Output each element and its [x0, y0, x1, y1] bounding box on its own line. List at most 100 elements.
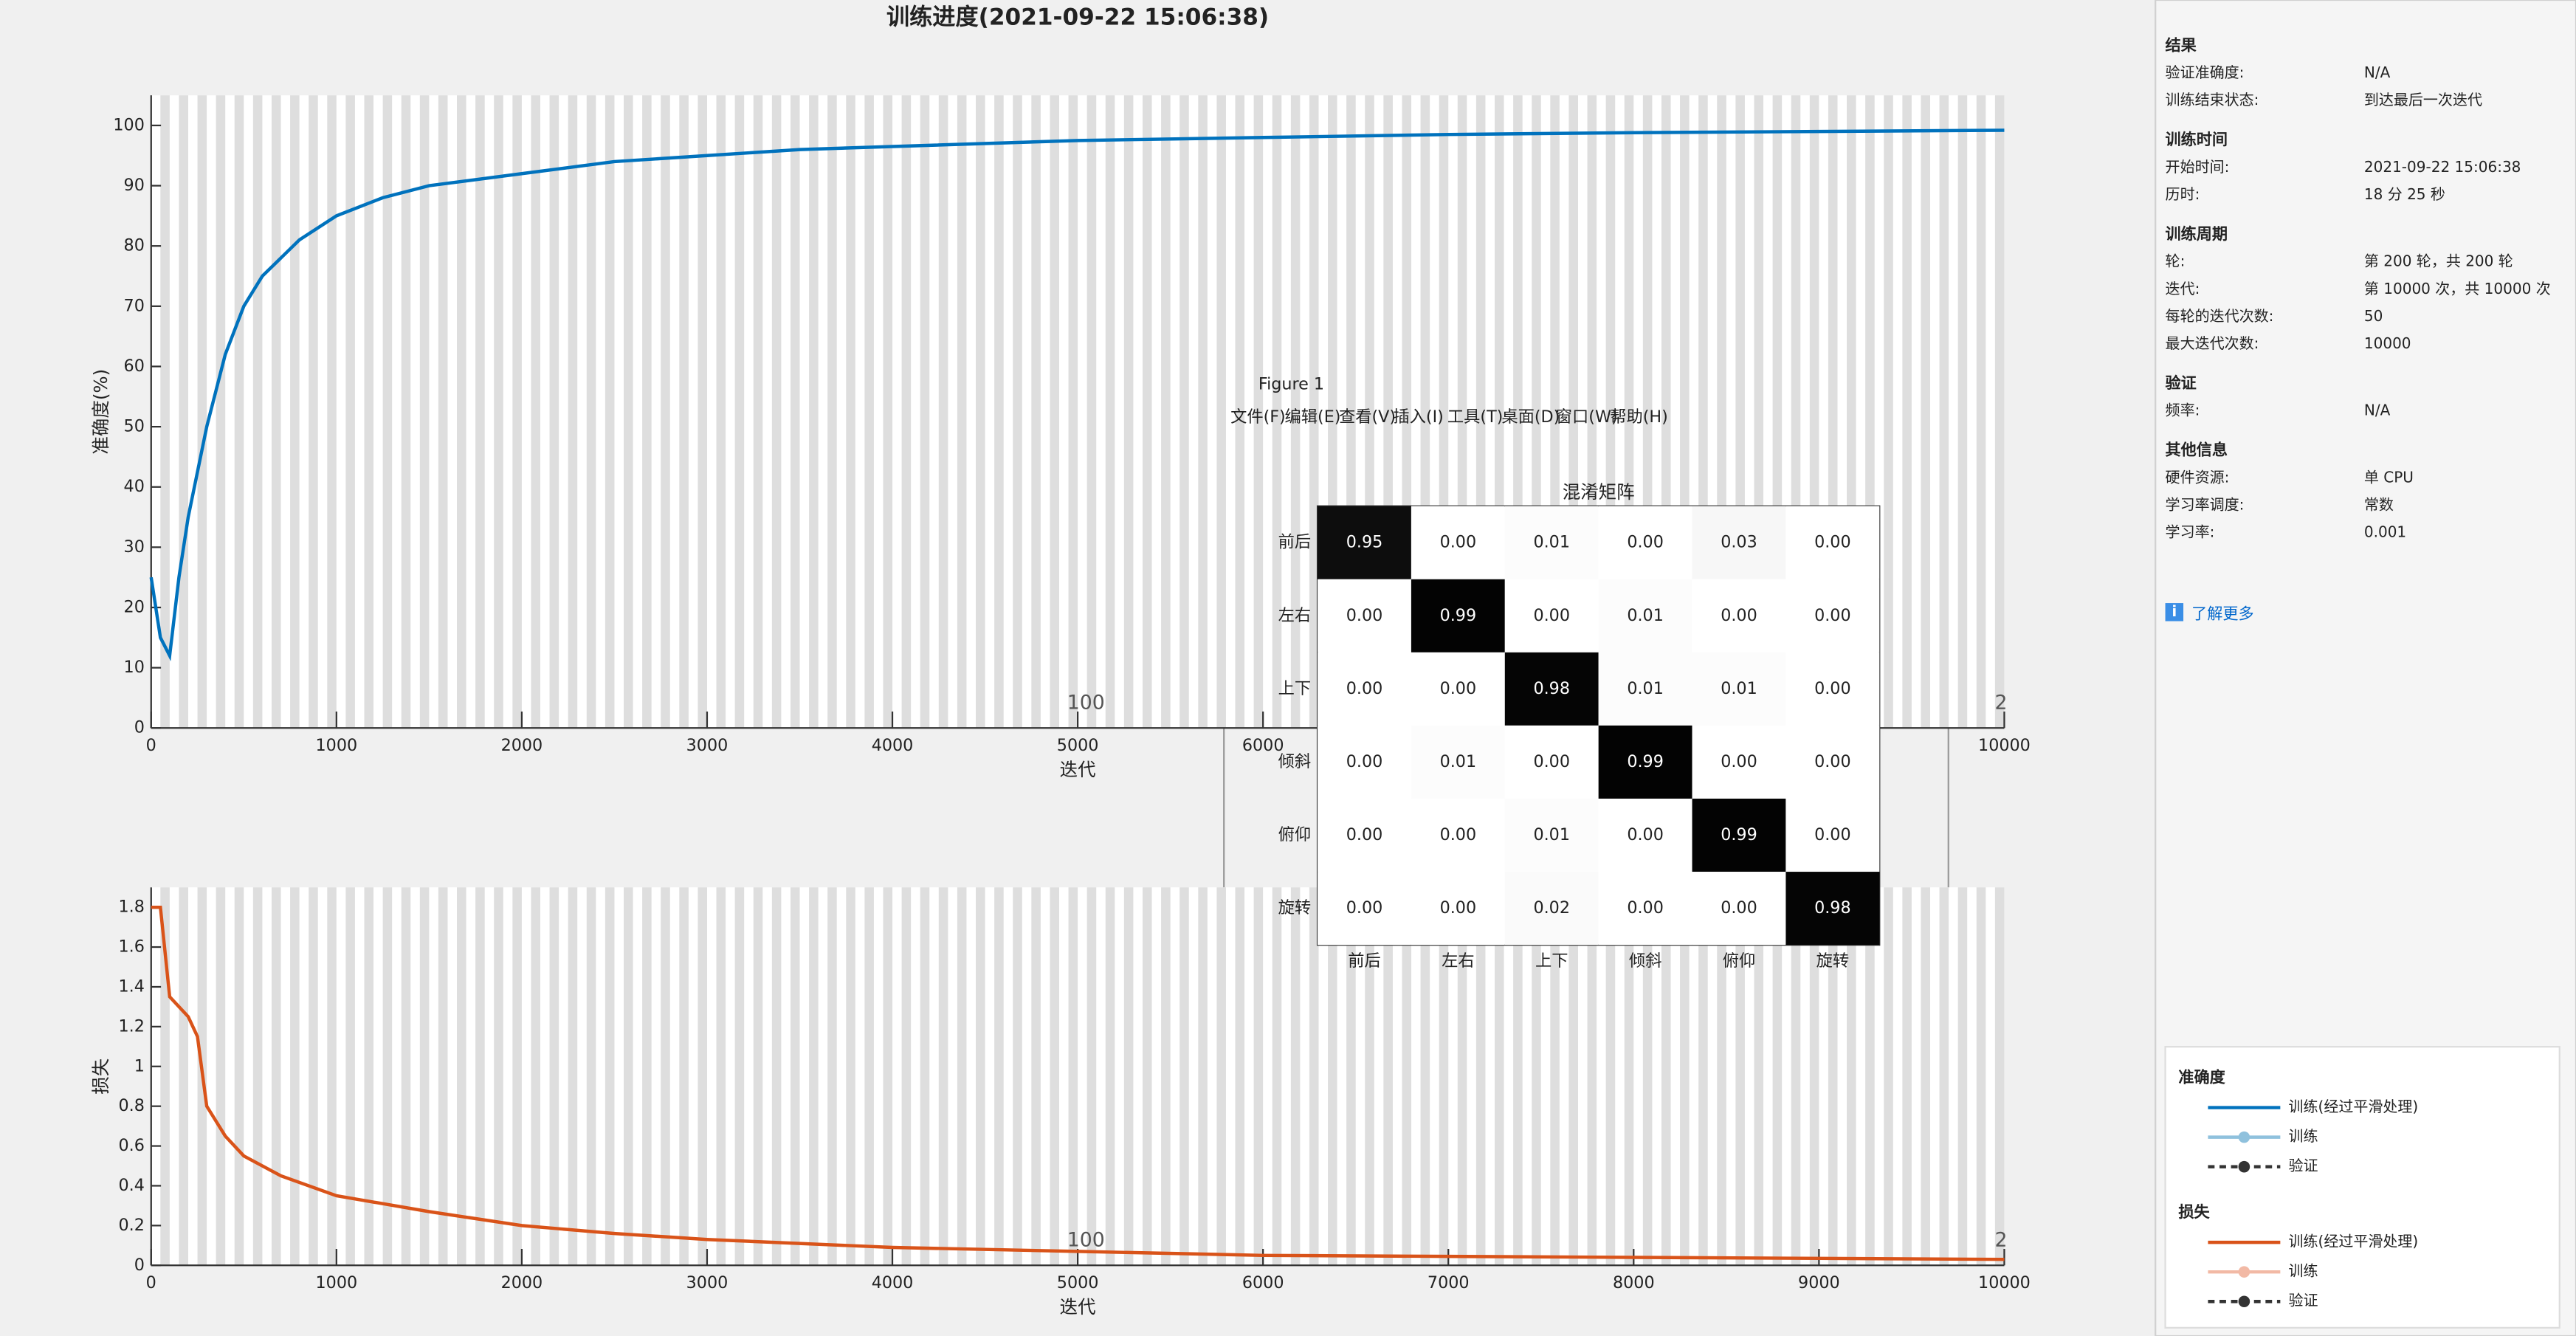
info-value: 常数 [2364, 496, 2394, 514]
menu-item[interactable]: 插入(I) [1393, 407, 1443, 427]
epoch-band [1346, 887, 1356, 1266]
epoch-band [1495, 887, 1504, 1266]
matrix-cell [1318, 872, 1411, 946]
cell-label: 0.98 [1814, 898, 1851, 917]
y-tick-label: 0.2 [118, 1216, 144, 1235]
matrix-cell [1318, 725, 1411, 799]
y-tick-label: 40 [124, 477, 145, 496]
epoch-band [1809, 887, 1819, 1266]
y-tick-label: 100 [113, 115, 144, 134]
x-tick-label: 3000 [686, 736, 729, 755]
col-label: 上下 [1535, 951, 1568, 971]
learn-more-link[interactable]: 了解更多 [2191, 605, 2254, 623]
cell-label: 0.99 [1721, 825, 1757, 844]
y-tick-label: 10 [124, 658, 145, 677]
epoch-band [1902, 887, 1912, 1266]
epoch-band [1475, 887, 1486, 1266]
cell-label: 0.01 [1533, 533, 1570, 552]
y-axis-label: 损失 [90, 1058, 111, 1095]
col-label: 左右 [1442, 951, 1474, 971]
col-label: 俯仰 [1723, 951, 1755, 971]
epoch-band [790, 887, 800, 1266]
cell-label: 0.00 [1814, 752, 1851, 771]
epoch-band [216, 887, 226, 1266]
epoch-band [549, 95, 559, 729]
epoch-band [1309, 95, 1319, 729]
epoch-band [920, 887, 930, 1266]
epoch-band [1050, 887, 1059, 1266]
window-title: Figure 1 [1258, 374, 1324, 393]
row-label: 旋转 [1278, 898, 1311, 917]
cell-label: 0.00 [1627, 533, 1664, 552]
x-tick-label: 8000 [1613, 1273, 1655, 1292]
x-tick-label: 7000 [1428, 1273, 1470, 1292]
y-tick-label: 1.8 [118, 898, 144, 917]
info-value: N/A [2364, 63, 2391, 81]
epoch-band [364, 887, 374, 1266]
epoch-band [1884, 95, 1893, 729]
info-value: 第 10000 次，共 10000 次 [2364, 280, 2551, 297]
matrix-cell [1504, 652, 1599, 726]
epoch-band [846, 95, 855, 729]
smoothed-line [149, 128, 2005, 661]
epoch-band [1587, 887, 1597, 1266]
matrix-cell [1598, 579, 1692, 652]
x-tick-label: 3000 [686, 1273, 729, 1292]
epoch-band [1031, 95, 1041, 729]
epoch-band [698, 95, 707, 729]
col-label: 前后 [1348, 951, 1380, 971]
epoch-band [1439, 887, 1449, 1266]
epoch-band [179, 95, 188, 729]
smoothed-line [151, 905, 2005, 1261]
x-tick-label: 10000 [1978, 1273, 2031, 1292]
matrix-cell [1785, 506, 1880, 579]
menu-item[interactable]: 编辑(E) [1285, 407, 1341, 427]
epoch-band [1939, 887, 1949, 1266]
info-label: 训练结束状态: [2166, 91, 2259, 109]
info-label: 历时: [2166, 185, 2200, 203]
menu-item[interactable]: 窗口(W) [1556, 407, 1618, 427]
legend-label: 训练(经过平滑处理) [2288, 1098, 2418, 1115]
epoch-band [1179, 887, 1189, 1266]
epoch-band [475, 95, 485, 729]
matrix-cell [1785, 872, 1880, 946]
y-tick-label: 20 [124, 597, 145, 616]
info-value: 单 CPU [2364, 468, 2414, 486]
row-label: 前后 [1278, 533, 1311, 552]
epoch-band [1865, 887, 1875, 1266]
menu-item[interactable]: 桌面(D) [1501, 407, 1560, 427]
matrix-cell [1504, 506, 1599, 579]
epoch-band [1661, 887, 1671, 1266]
info-label: 开始时间: [2166, 158, 2230, 176]
epoch-band [679, 95, 689, 729]
epoch-band [494, 95, 503, 729]
epoch-band [1976, 887, 1986, 1266]
matrix-cell [1598, 725, 1692, 799]
matrix-cell [1692, 798, 1786, 872]
epoch-band [864, 95, 874, 729]
epoch-band [1921, 887, 1931, 1266]
legend-label: 训练(经过平滑处理) [2288, 1233, 2418, 1250]
epoch-band [827, 95, 837, 729]
epoch-band [1568, 887, 1578, 1266]
epoch-band [457, 95, 466, 729]
epoch-band [271, 95, 281, 729]
matrix-cell [1598, 798, 1692, 872]
epoch-band [1605, 887, 1616, 1266]
section-title: 验证 [2166, 373, 2197, 392]
menu-item[interactable]: 文件(F) [1230, 407, 1286, 427]
menu-item[interactable]: 查看(V) [1339, 407, 1396, 427]
menu-item[interactable]: 工具(T) [1447, 407, 1503, 427]
epoch-band [1309, 887, 1319, 1266]
epoch-band [419, 95, 430, 729]
cell-label: 0.00 [1627, 898, 1664, 917]
epoch-band [1957, 95, 1968, 729]
epoch-band [605, 95, 615, 729]
epoch-band [1123, 95, 1134, 729]
matrix-cell [1411, 725, 1505, 799]
y-tick-label: 80 [124, 236, 145, 255]
matrix-cell [1411, 579, 1505, 652]
menu-item[interactable]: 帮助(H) [1610, 407, 1668, 427]
